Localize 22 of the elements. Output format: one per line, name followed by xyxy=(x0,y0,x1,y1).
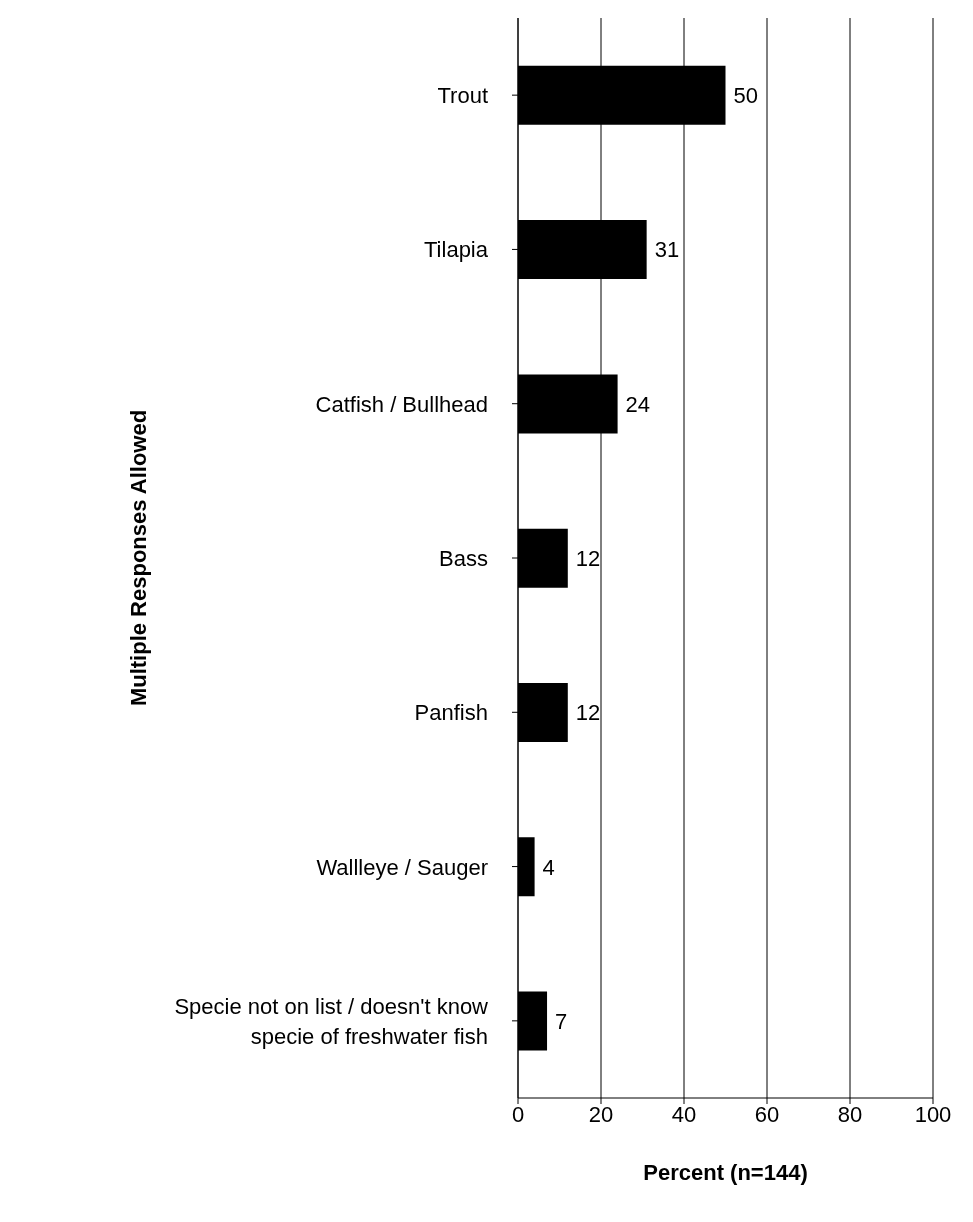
data-label: 31 xyxy=(654,237,680,263)
x-tick-label: 20 xyxy=(588,1101,614,1127)
y-tick-label: Catfish / Bullhead xyxy=(315,391,488,417)
y-tick-label: Wallleye / Sauger xyxy=(316,854,488,880)
y-tick-label: Trout xyxy=(437,82,488,108)
data-label: 7 xyxy=(555,1008,568,1034)
x-tick-label: 60 xyxy=(754,1101,780,1127)
data-label: 50 xyxy=(733,83,758,109)
x-tick-label: 80 xyxy=(837,1101,863,1127)
data-label: 24 xyxy=(625,391,651,417)
x-axis-title: Percent (n=144) xyxy=(643,1160,808,1185)
data-label: 4 xyxy=(542,854,555,880)
data-label: 12 xyxy=(575,546,601,571)
x-tick-label: 0 xyxy=(511,1101,525,1127)
x-tick-label: 100 xyxy=(914,1101,952,1127)
y-tick-label: Panfish xyxy=(414,699,488,725)
data-label: 12 xyxy=(575,700,601,726)
y-axis-title: Multiple Responses Allowed xyxy=(125,409,151,707)
y-tick-label: Specie not on list / doesn't know specie of freshwater fish xyxy=(174,993,489,1049)
y-tick-label: Tilapia xyxy=(424,236,489,262)
y-tick-label: Bass xyxy=(439,545,488,571)
x-tick-label: 40 xyxy=(671,1101,697,1127)
